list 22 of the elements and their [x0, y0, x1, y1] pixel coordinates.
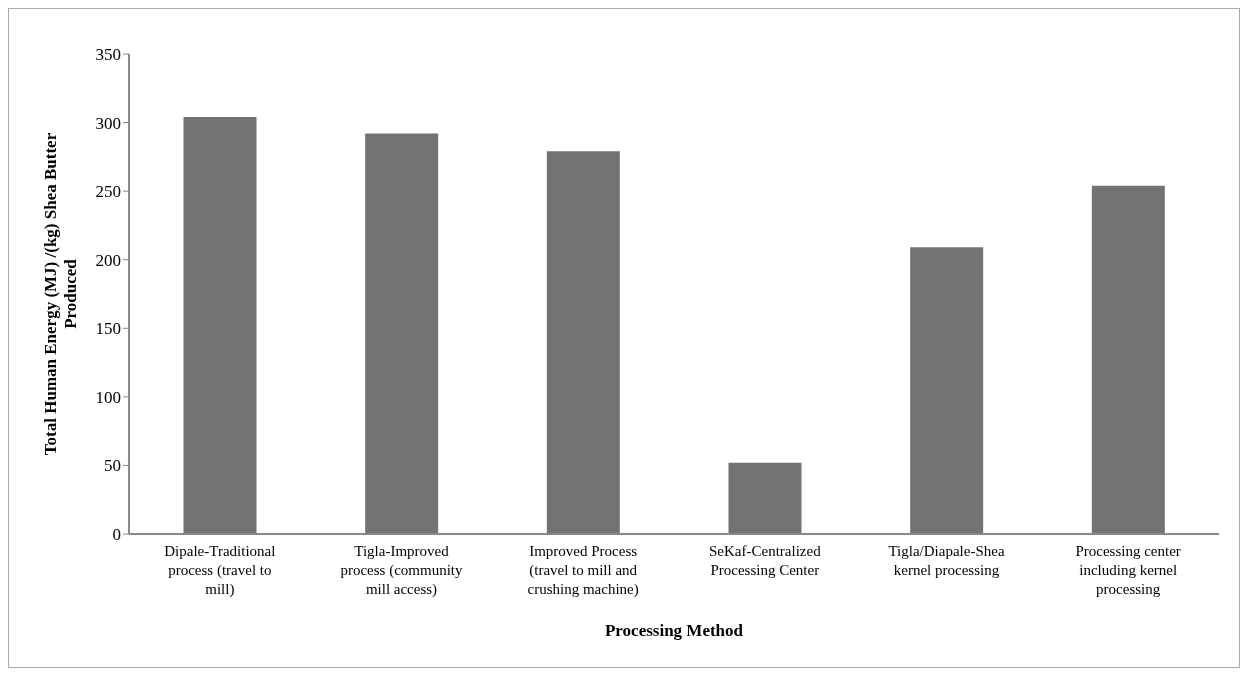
y-tick-label: 50 — [104, 456, 121, 476]
y-tick-label: 300 — [95, 113, 121, 133]
y-tick-label: 200 — [95, 250, 121, 270]
y-tick-label: 150 — [95, 319, 121, 339]
bar — [728, 462, 802, 534]
y-tick-label: 100 — [95, 387, 121, 407]
x-tick-label: Dipale-Traditional process (travel to mill) — [164, 543, 276, 598]
y-tick-label: 0 — [112, 525, 121, 545]
bar — [546, 151, 620, 534]
y-tick-label: 350 — [95, 45, 121, 65]
bar — [365, 133, 439, 534]
x-tick-label: Tigla/Diapale-Shea kernel processing — [888, 543, 1005, 578]
x-tick-label: Improved Process (travel to mill and crushing machine) — [527, 543, 639, 598]
x-tick-label: SeKaf-Centralized Processing Center — [709, 543, 822, 578]
x-tick-label: Tigla-Improved process (community mill access) — [340, 543, 464, 598]
x-axis-title: Processing Method — [604, 621, 744, 640]
bar — [910, 247, 984, 534]
x-tick-label: Processing center including kernel processing — [1075, 543, 1181, 597]
y-axis-title: Total Human Energy (MJ) /(kg) Shea Butter Produced — [41, 132, 80, 456]
bar — [1091, 185, 1165, 534]
bar — [183, 117, 257, 534]
y-tick-label: 250 — [95, 182, 121, 202]
